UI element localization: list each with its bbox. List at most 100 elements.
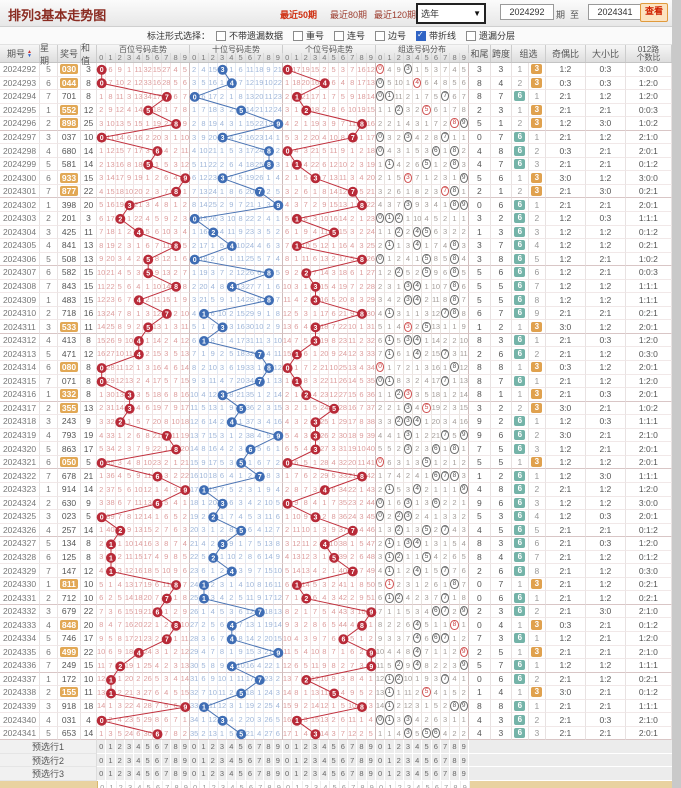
prediction-digit-cell[interactable]: 6 — [338, 740, 349, 754]
prediction-digit-cell[interactable]: 3 — [310, 767, 321, 781]
prediction-digit-cell[interactable]: 5 — [236, 740, 246, 754]
prediction-digit-cell[interactable]: 1 — [385, 767, 395, 781]
prediction-digit-cell[interactable]: 2 — [208, 753, 218, 768]
checkbox-icon[interactable] — [375, 30, 385, 41]
prediction-digit-cell[interactable]: 4 — [134, 740, 144, 754]
prediction-digit-cell[interactable]: 8 — [450, 753, 460, 768]
prediction-digit-cell[interactable]: 1 — [385, 740, 395, 754]
prediction-digit-cell[interactable]: 1 — [199, 740, 209, 754]
prediction-digit-cell[interactable]: 1 — [199, 767, 209, 781]
prediction-digit-cell[interactable]: 7 — [255, 740, 265, 754]
prediction-digit-cell[interactable]: 2 — [394, 767, 404, 781]
range-link-80[interactable]: 最近80期 — [330, 10, 368, 20]
prediction-digit-cell[interactable]: 6 — [338, 767, 349, 781]
prediction-digit-cell[interactable]: 2 — [115, 740, 125, 754]
prediction-digit-cell[interactable]: 3 — [310, 740, 321, 754]
prediction-digit-cell[interactable]: 6 — [245, 753, 256, 768]
prediction-digit-cell[interactable]: 4 — [413, 767, 423, 781]
prediction-digit-cell[interactable]: 6 — [431, 740, 441, 754]
prediction-digit-cell[interactable]: 2 — [115, 753, 125, 768]
prediction-digit-cell[interactable]: 8 — [357, 767, 367, 781]
prediction-digit-cell[interactable]: 4 — [227, 740, 237, 754]
prediction-digit-cell[interactable]: 5 — [422, 753, 432, 768]
prediction-digit-cell[interactable]: 9 — [273, 767, 283, 781]
prediction-digit-cell[interactable]: 1 — [292, 753, 302, 768]
prediction-digit-cell[interactable]: 5 — [143, 767, 153, 781]
prediction-digit-cell[interactable]: 1 — [106, 753, 116, 768]
prediction-digit-cell[interactable]: 7 — [348, 753, 358, 768]
prediction-digit-cell[interactable]: 0 — [375, 740, 386, 754]
prediction-digit-cell[interactable]: 0 — [282, 740, 293, 754]
prediction-digit-cell[interactable]: 5 — [329, 740, 339, 754]
prediction-digit-cell[interactable]: 3 — [217, 740, 228, 754]
prediction-digit-cell[interactable]: 3 — [124, 767, 135, 781]
to-issue-input[interactable] — [588, 4, 642, 20]
prediction-digit-cell[interactable]: 8 — [171, 740, 181, 754]
prediction-digit-cell[interactable]: 5 — [236, 767, 246, 781]
prediction-digit-cell[interactable]: 6 — [431, 767, 441, 781]
prediction-digit-cell[interactable]: 4 — [227, 753, 237, 768]
prediction-digit-cell[interactable]: 3 — [403, 740, 414, 754]
prediction-digit-cell[interactable]: 9 — [180, 740, 190, 754]
prediction-digit-cell[interactable]: 8 — [264, 740, 274, 754]
prediction-digit-cell[interactable]: 7 — [440, 767, 451, 781]
prediction-digit-cell[interactable]: 9 — [180, 753, 190, 768]
prediction-digit-cell[interactable]: 2 — [394, 753, 404, 768]
prediction-digit-cell[interactable]: 2 — [301, 767, 311, 781]
prediction-digit-cell[interactable]: 9 — [459, 753, 469, 768]
prediction-digit-cell[interactable]: 3 — [403, 767, 414, 781]
prediction-digit-cell[interactable]: 8 — [171, 753, 181, 768]
prediction-digit-cell[interactable]: 4 — [134, 753, 144, 768]
range-link-50[interactable]: 最近50期 — [280, 10, 318, 20]
prediction-digit-cell[interactable]: 2 — [115, 767, 125, 781]
prediction-digit-cell[interactable]: 1 — [385, 753, 395, 768]
prediction-digit-cell[interactable]: 6 — [152, 753, 163, 768]
prediction-digit-cell[interactable]: 4 — [320, 740, 330, 754]
prediction-digit-cell[interactable]: 9 — [366, 767, 376, 781]
prediction-digit-cell[interactable]: 8 — [357, 753, 367, 768]
prediction-digit-cell[interactable]: 3 — [124, 753, 135, 768]
prediction-digit-cell[interactable]: 8 — [450, 767, 460, 781]
prediction-digit-cell[interactable]: 7 — [440, 740, 451, 754]
prediction-digit-cell[interactable]: 8 — [171, 767, 181, 781]
prediction-digit-cell[interactable]: 7 — [255, 753, 265, 768]
from-issue-input[interactable] — [500, 4, 554, 20]
prediction-digit-cell[interactable]: 6 — [152, 740, 163, 754]
prediction-digit-cell[interactable]: 0 — [97, 767, 107, 781]
prediction-digit-cell[interactable]: 7 — [162, 753, 172, 768]
prediction-digit-cell[interactable]: 6 — [245, 767, 256, 781]
prediction-digit-cell[interactable]: 2 — [208, 767, 218, 781]
prediction-digit-cell[interactable]: 7 — [348, 767, 358, 781]
prediction-digit-cell[interactable]: 5 — [143, 740, 153, 754]
view-button[interactable]: 查看 — [640, 3, 668, 22]
prediction-digit-cell[interactable]: 0 — [282, 767, 293, 781]
prediction-digit-cell[interactable]: 0 — [97, 753, 107, 768]
year-select[interactable]: 选年 ▼ — [416, 3, 486, 24]
prediction-digit-cell[interactable]: 2 — [301, 740, 311, 754]
prediction-digit-cell[interactable]: 0 — [97, 740, 107, 754]
prediction-digit-cell[interactable]: 1 — [106, 740, 116, 754]
option-checkbox-5[interactable]: 遗漏分层 — [466, 29, 515, 42]
prediction-digit-cell[interactable]: 8 — [450, 740, 460, 754]
prediction-digit-cell[interactable]: 4 — [413, 753, 423, 768]
prediction-digit-cell[interactable]: 6 — [245, 740, 256, 754]
prediction-digit-cell[interactable]: 0 — [189, 740, 200, 754]
prediction-digit-cell[interactable]: 7 — [255, 767, 265, 781]
option-checkbox-0[interactable]: 不带遗漏数据 — [215, 29, 283, 42]
prediction-digit-cell[interactable]: 4 — [320, 753, 330, 768]
prediction-digit-cell[interactable]: 1 — [292, 767, 302, 781]
prediction-digit-cell[interactable]: 3 — [217, 753, 228, 768]
prediction-digit-cell[interactable]: 9 — [459, 740, 469, 754]
option-checkbox-3[interactable]: 边号 — [375, 29, 406, 42]
prediction-digit-cell[interactable]: 8 — [264, 767, 274, 781]
prediction-digit-cell[interactable]: 9 — [366, 740, 376, 754]
prediction-digit-cell[interactable]: 4 — [320, 767, 330, 781]
prediction-digit-cell[interactable]: 9 — [180, 767, 190, 781]
range-link-120[interactable]: 最近120期 — [374, 10, 417, 20]
prediction-digit-cell[interactable]: 5 — [422, 740, 432, 754]
prediction-digit-cell[interactable]: 0 — [189, 753, 200, 768]
prediction-digit-cell[interactable]: 2 — [301, 753, 311, 768]
prediction-digit-cell[interactable]: 1 — [199, 753, 209, 768]
checkbox-icon[interactable] — [215, 30, 226, 41]
prediction-digit-cell[interactable]: 0 — [282, 753, 293, 768]
